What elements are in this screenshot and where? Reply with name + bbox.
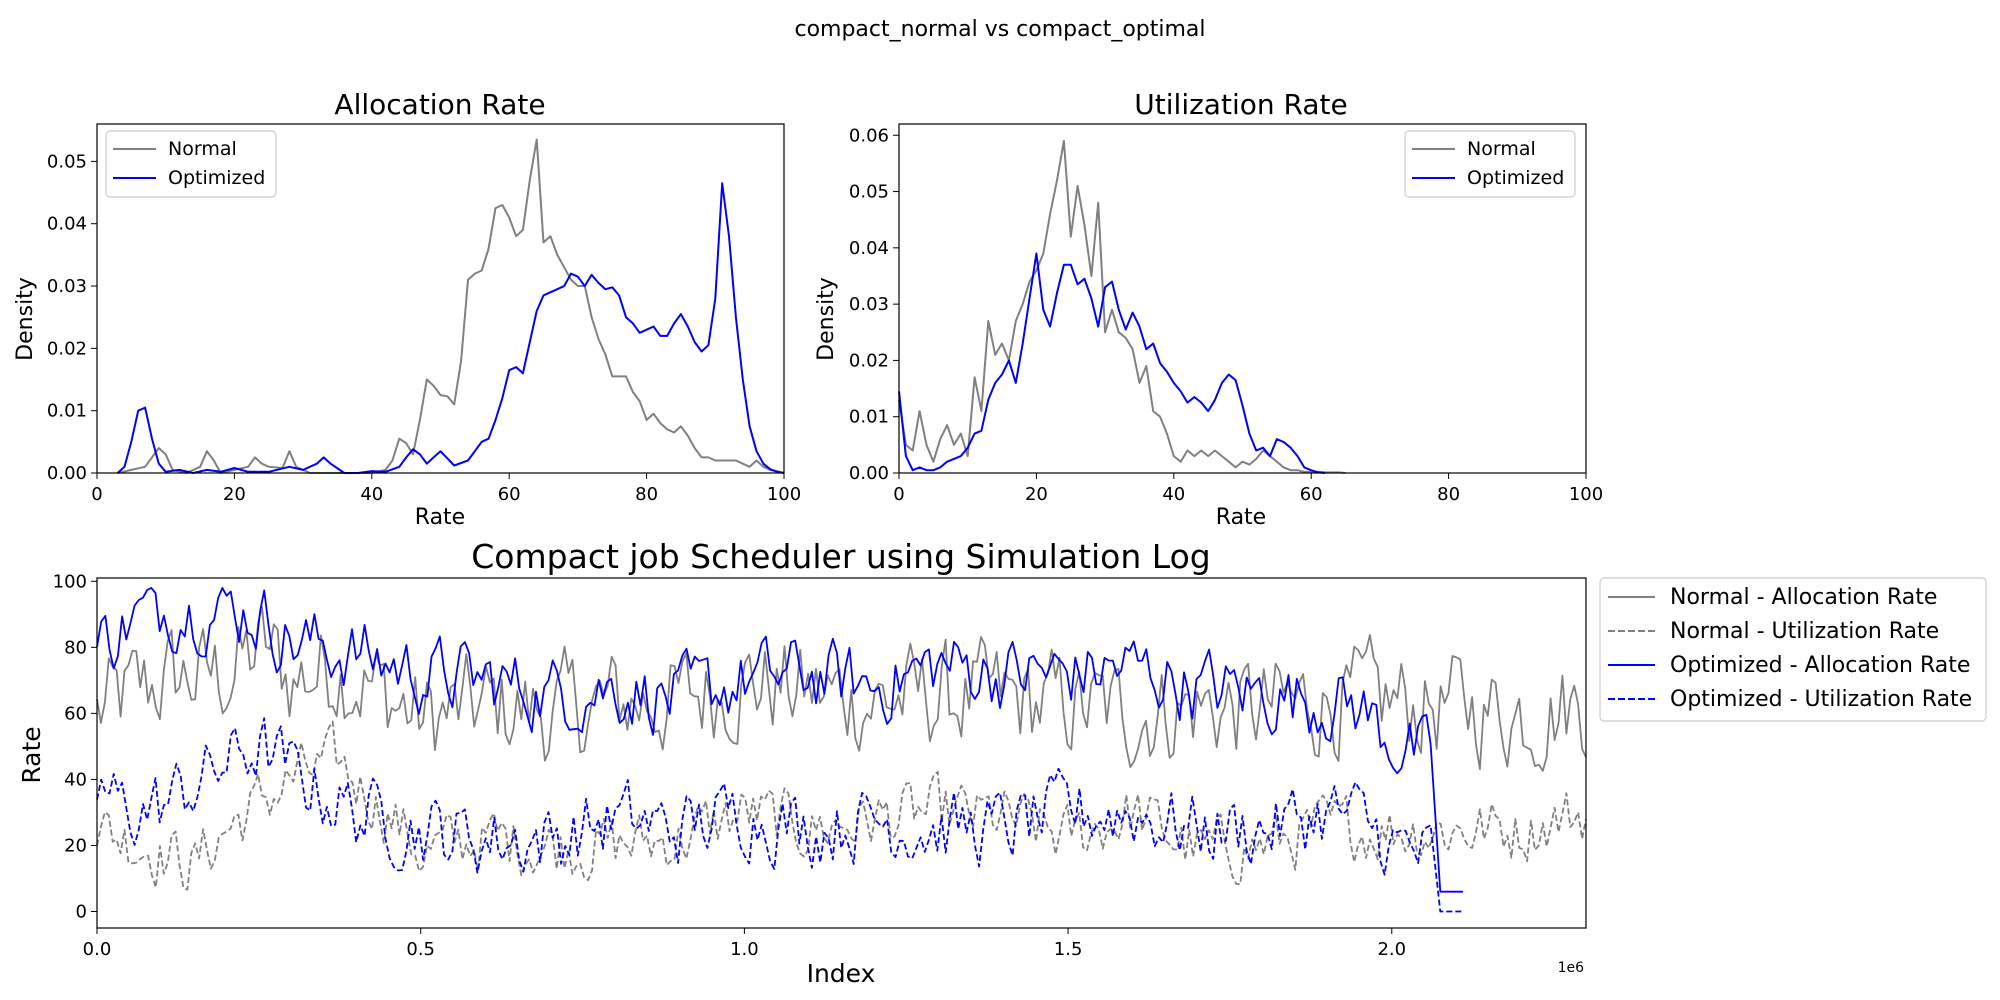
simulation-optimized-allocation-line bbox=[96, 587, 1463, 893]
simulation-legend-normal-utilization-label: Normal - Utilization Rate bbox=[1670, 619, 1939, 644]
simulation-y-label: Rate bbox=[17, 726, 46, 783]
allocation-x-tick-label: 0 bbox=[91, 484, 102, 505]
allocation-legend-optimized-label: Optimized bbox=[168, 167, 265, 189]
simulation-legend-optimized-allocation-label: Optimized - Allocation Rate bbox=[1670, 653, 1970, 678]
utilization-y-tick-label: 0.03 bbox=[849, 294, 889, 315]
simulation-plot-frame bbox=[96, 577, 1587, 929]
allocation-density-chart: Allocation Rate Rate Density 0 20 40 60 80 10… bbox=[13, 88, 801, 530]
simulation-normal-allocation-line bbox=[96, 606, 1587, 772]
utilization-legend-box bbox=[1404, 130, 1576, 198]
utilization-legend-optimized-label: Optimized bbox=[1467, 167, 1564, 189]
simulation-x-label: Index bbox=[807, 959, 876, 988]
utilization-normal-density-line bbox=[898, 139, 1346, 474]
simulation-x-tick-label: 0.0 bbox=[83, 939, 112, 960]
allocation-y-tick-label: 0.00 bbox=[47, 463, 87, 484]
simulation-axes: 0.0 0.5 1.0 1.5 2.0 0 20 40 60 80 100 bbox=[53, 571, 1406, 960]
simulation-log-chart: Compact job Scheduler using Simulation L… bbox=[17, 537, 1987, 988]
allocation-y-label: Density bbox=[13, 277, 38, 361]
simulation-x-scale-label: 1e6 bbox=[1558, 960, 1585, 976]
simulation-y-tick-label: 0 bbox=[76, 901, 87, 922]
allocation-y-tick-label: 0.01 bbox=[47, 401, 87, 422]
allocation-chart-title: Allocation Rate bbox=[334, 88, 545, 121]
utilization-axes: 0 20 40 60 80 100 0.00 0.01 0.02 0.03 0.04 0.05 0.06 bbox=[849, 125, 1603, 505]
simulation-y-tick-label: 80 bbox=[64, 637, 87, 658]
utilization-y-tick-label: 0.06 bbox=[849, 125, 889, 146]
allocation-series bbox=[96, 123, 785, 474]
allocation-legend-box bbox=[105, 130, 277, 198]
allocation-axes: 0 20 40 60 80 100 0.00 0.01 0.02 0.03 0.04 0.05 bbox=[47, 151, 801, 505]
simulation-y-tick-label: 60 bbox=[64, 703, 87, 724]
simulation-x-tick-label: 0.5 bbox=[406, 939, 435, 960]
simulation-y-tick-label: 40 bbox=[64, 769, 87, 790]
allocation-y-tick-label: 0.02 bbox=[47, 338, 87, 359]
simulation-x-tick-label: 1.0 bbox=[730, 939, 759, 960]
simulation-x-tick-label: 1.5 bbox=[1054, 939, 1083, 960]
utilization-y-tick-label: 0.02 bbox=[849, 350, 889, 371]
allocation-legend-normal-label: Normal bbox=[168, 138, 237, 160]
utilization-series bbox=[898, 123, 1587, 474]
simulation-series bbox=[96, 577, 1587, 929]
utilization-x-tick-label: 20 bbox=[1025, 484, 1048, 505]
utilization-y-label: Density bbox=[814, 277, 839, 361]
allocation-x-tick-label: 60 bbox=[498, 484, 521, 505]
utilization-y-tick-label: 0.00 bbox=[849, 463, 889, 484]
utilization-x-tick-label: 80 bbox=[1437, 484, 1460, 505]
utilization-plot-frame bbox=[898, 123, 1587, 474]
utilization-x-label: Rate bbox=[1216, 505, 1266, 530]
allocation-plot-frame bbox=[96, 123, 785, 474]
allocation-normal-density-line bbox=[117, 138, 785, 474]
allocation-x-label: Rate bbox=[415, 505, 465, 530]
simulation-y-tick-label: 20 bbox=[64, 835, 87, 856]
utilization-x-tick-label: 60 bbox=[1300, 484, 1323, 505]
utilization-x-tick-label: 0 bbox=[893, 484, 904, 505]
allocation-x-tick-label: 100 bbox=[767, 484, 801, 505]
utilization-y-tick-label: 0.01 bbox=[849, 407, 889, 428]
simulation-x-tick-label: 2.0 bbox=[1377, 939, 1406, 960]
utilization-legend: Normal Optimized bbox=[1404, 130, 1576, 198]
simulation-optimized-utilization-line bbox=[96, 717, 1463, 913]
allocation-x-tick-label: 80 bbox=[635, 484, 658, 505]
utilization-chart-title: Utilization Rate bbox=[1134, 88, 1347, 121]
allocation-x-tick-label: 20 bbox=[223, 484, 246, 505]
allocation-y-tick-label: 0.05 bbox=[47, 151, 87, 172]
simulation-chart-title: Compact job Scheduler using Simulation L… bbox=[471, 537, 1210, 576]
simulation-normal-utilization-line bbox=[96, 720, 1587, 891]
utilization-x-tick-label: 40 bbox=[1162, 484, 1185, 505]
utilization-x-tick-label: 100 bbox=[1569, 484, 1603, 505]
allocation-optimized-density-line bbox=[116, 182, 785, 474]
figure-suptitle: compact_normal vs compact_optimal bbox=[794, 17, 1205, 42]
utilization-density-chart: Utilization Rate Rate Density 0 20 40 60 80 1… bbox=[814, 88, 1603, 530]
simulation-legend: Normal - Allocation Rate Normal - Utiliz… bbox=[1599, 577, 1987, 722]
utilization-legend-normal-label: Normal bbox=[1467, 138, 1536, 160]
simulation-y-tick-label: 100 bbox=[53, 571, 87, 592]
utilization-optimized-density-line bbox=[898, 252, 1325, 474]
allocation-x-tick-label: 40 bbox=[360, 484, 383, 505]
simulation-legend-optimized-utilization-label: Optimized - Utilization Rate bbox=[1670, 687, 1972, 712]
allocation-legend: Normal Optimized bbox=[105, 130, 277, 198]
utilization-y-tick-label: 0.04 bbox=[849, 238, 889, 259]
simulation-legend-box bbox=[1599, 577, 1987, 722]
allocation-y-tick-label: 0.04 bbox=[47, 214, 87, 235]
allocation-y-tick-label: 0.03 bbox=[47, 276, 87, 297]
simulation-legend-normal-allocation-label: Normal - Allocation Rate bbox=[1670, 585, 1937, 610]
utilization-y-tick-label: 0.05 bbox=[849, 182, 889, 203]
